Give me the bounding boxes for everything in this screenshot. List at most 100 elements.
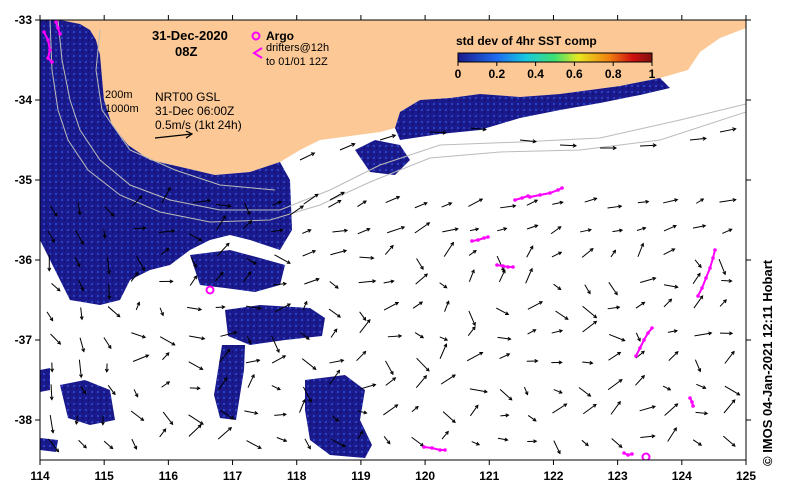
bathymetry-contours: [49, 20, 746, 223]
current-arrow: [414, 222, 431, 234]
current-arrow: [161, 381, 171, 388]
current-arrow: [332, 228, 349, 233]
x-tick-label: 122: [543, 469, 563, 483]
current-arrow: [724, 385, 741, 396]
current-arrow: [526, 224, 539, 230]
current-arrow: [526, 359, 539, 363]
current-arrow: [578, 387, 592, 397]
current-arrow: [358, 279, 377, 284]
current-arrow: [383, 301, 400, 311]
current-arrow: [244, 410, 259, 415]
colorbar-tick-label: 0.6: [566, 67, 583, 81]
argo-legend-label: Argo: [266, 29, 294, 43]
current-arrow: [74, 257, 81, 268]
current-arrow: [48, 438, 60, 453]
current-arrow: [192, 198, 212, 204]
y-tick-label: -35: [15, 173, 33, 187]
x-tick-label: 121: [479, 469, 499, 483]
current-arrow: [640, 434, 656, 439]
drifter-track: [54, 20, 62, 36]
current-arrow: [104, 363, 109, 373]
current-arrow: [271, 385, 281, 391]
current-arrow: [584, 284, 591, 295]
current-arrow: [246, 336, 252, 345]
current-arrow: [415, 375, 428, 388]
current-arrow: [468, 269, 475, 282]
current-arrow: [51, 283, 61, 292]
current-arrow: [135, 301, 141, 311]
drifter-track: [42, 30, 54, 64]
current-arrow: [78, 439, 87, 449]
current-arrow: [383, 436, 391, 445]
x-tick-label: 119: [351, 469, 371, 483]
current-arrow: [663, 248, 676, 255]
current-arrow: [637, 242, 645, 257]
current-arrow: [271, 228, 284, 233]
current-arrow: [551, 251, 563, 258]
current-arrow: [304, 277, 320, 285]
current-arrow: [468, 249, 477, 256]
current-arrow: [668, 350, 679, 362]
colorbar-tick-label: 0: [455, 67, 462, 81]
x-tick-label: 118: [287, 469, 307, 483]
colorbar-ticks: 0 0.2 0.4 0.6 0.8 1: [455, 62, 656, 81]
drifter-track: [622, 451, 634, 457]
current-arrow: [188, 233, 203, 242]
current-arrow: [107, 306, 121, 318]
current-arrow: [379, 134, 397, 141]
current-arrow: [357, 430, 364, 440]
current-arrow: [600, 145, 618, 151]
drifter-track: [696, 248, 717, 298]
current-arrow: [272, 281, 288, 286]
current-arrow: [608, 333, 626, 342]
current-arrow: [527, 301, 544, 310]
y-tick-label: -37: [15, 333, 33, 347]
current-arrow: [663, 298, 673, 308]
current-arrow: [439, 343, 448, 359]
current-arrow: [466, 351, 484, 362]
current-arrows: [46, 127, 741, 455]
imos-credit: © IMOS 04-Jan-2021 12:11 Hobart: [760, 259, 775, 466]
current-arrow: [220, 330, 238, 337]
current-arrow: [245, 305, 262, 311]
current-arrow: [523, 386, 529, 396]
current-arrow: [442, 411, 456, 424]
current-arrow: [689, 136, 707, 141]
scale-arrow: [154, 130, 194, 139]
velocity-scale-label: 0.5m/s (1kt 24h): [155, 118, 242, 132]
current-arrow: [245, 358, 261, 364]
current-arrow: [243, 220, 253, 229]
current-arrow: [414, 201, 428, 209]
current-arrow: [553, 389, 563, 394]
current-arrow: [469, 227, 480, 232]
current-arrow: [49, 414, 55, 434]
current-arrow: [188, 424, 202, 437]
x-tick-label: 123: [608, 469, 628, 483]
current-arrow: [357, 227, 371, 235]
current-arrow: [639, 143, 658, 148]
colorbar-tick-label: 1: [649, 67, 656, 81]
circle-marker-icon: [251, 31, 261, 41]
colorbar-tick-label: 0.4: [527, 67, 544, 81]
drifter-track: [634, 326, 654, 358]
current-arrow: [499, 353, 511, 360]
current-arrow: [694, 259, 702, 269]
current-arrow: [721, 278, 733, 283]
current-arrow: [722, 435, 736, 447]
x-tick-label: 115: [95, 469, 115, 483]
current-arrow: [356, 350, 367, 362]
current-arrow: [159, 279, 174, 284]
current-arrow: [102, 228, 107, 239]
current-arrow: [608, 351, 622, 361]
current-arrow: [667, 427, 677, 442]
current-arrow: [130, 271, 139, 282]
current-arrow: [662, 385, 672, 391]
x-axis: 114 115 116 117 118 119 120 121 122 123 124 125: [30, 15, 756, 483]
current-arrow: [415, 273, 428, 285]
current-arrow: [106, 256, 112, 275]
map-date: 31-Dec-2020: [152, 28, 228, 43]
current-arrow: [468, 198, 484, 207]
current-arrow: [416, 357, 430, 372]
x-tick-label: 124: [672, 469, 692, 483]
current-arrow: [271, 355, 287, 364]
